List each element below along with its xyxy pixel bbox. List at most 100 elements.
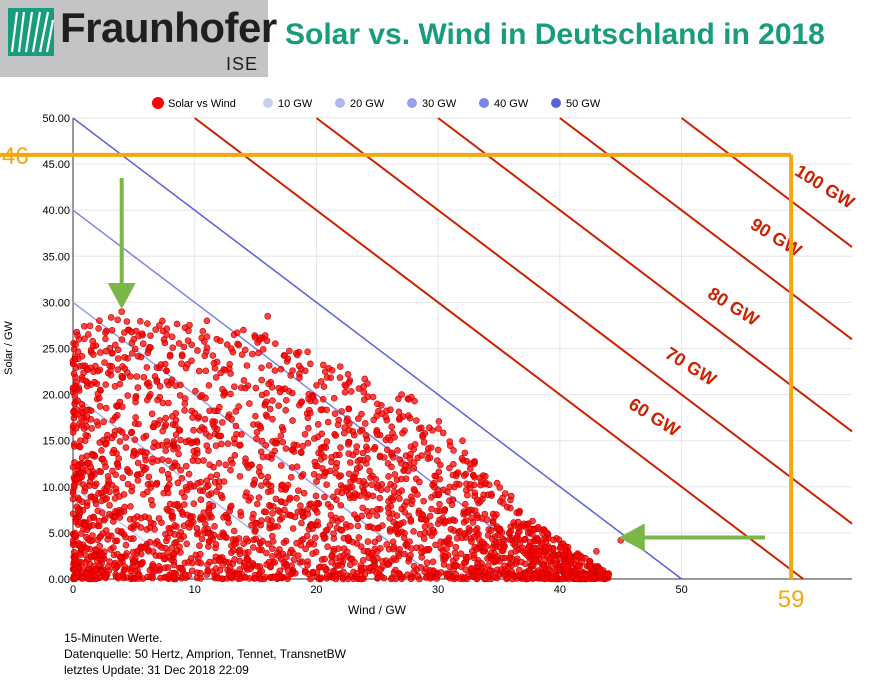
scatter-point xyxy=(430,567,437,575)
scatter-point xyxy=(437,538,445,545)
scatter-point xyxy=(118,428,126,436)
scatter-point xyxy=(95,325,102,332)
scatter-point xyxy=(383,446,391,454)
scatter-point xyxy=(489,544,497,551)
scatter-point xyxy=(356,464,364,471)
scatter-point xyxy=(217,491,225,499)
scatter-point xyxy=(364,538,372,545)
scatter-point xyxy=(127,535,135,543)
scatter-point xyxy=(529,530,536,538)
scatter-point xyxy=(198,535,206,543)
scatter-point xyxy=(461,449,469,457)
scatter-point xyxy=(258,364,265,372)
scatter-point xyxy=(237,441,244,449)
scatter-point xyxy=(373,548,381,555)
scatter-point xyxy=(321,555,328,563)
scatter-point xyxy=(116,438,124,445)
scatter-point xyxy=(420,439,428,446)
scatter-point xyxy=(351,511,358,518)
scatter-point xyxy=(201,338,208,345)
scatter-point xyxy=(71,392,79,399)
scatter-point xyxy=(137,318,144,325)
scatter-point xyxy=(396,545,403,553)
scatter-point xyxy=(345,470,353,478)
scatter-point xyxy=(399,413,407,421)
scatter-point xyxy=(128,487,135,495)
scatter-point xyxy=(440,486,447,494)
scatter-point xyxy=(251,528,259,535)
scatter-point xyxy=(185,470,193,478)
scatter-point xyxy=(421,529,429,537)
scatter-point xyxy=(413,544,420,552)
scatter-point xyxy=(376,494,384,502)
scatter-point xyxy=(279,426,287,434)
scatter-point xyxy=(229,460,236,467)
scatter-point xyxy=(297,448,305,456)
scatter-point xyxy=(401,529,408,537)
chart-title: Solar vs. Wind in Deutschland in 2018 xyxy=(285,18,825,51)
scatter-point xyxy=(382,413,389,421)
scatter-point xyxy=(504,574,511,582)
scatter-point xyxy=(514,518,522,526)
scatter-point xyxy=(383,486,391,493)
scatter-point xyxy=(271,447,278,455)
scatter-point xyxy=(250,575,258,582)
scatter-point xyxy=(88,425,95,432)
scatter-point xyxy=(153,378,161,385)
scatter-point xyxy=(302,545,309,553)
scatter-point xyxy=(141,513,149,521)
scatter-point xyxy=(426,572,433,579)
scatter-point xyxy=(255,546,263,553)
scatter-point xyxy=(240,377,248,384)
scatter-point xyxy=(90,514,98,521)
scatter-point xyxy=(496,557,503,565)
scatter-point xyxy=(203,477,211,485)
scatter-point xyxy=(94,390,102,398)
scatter-point xyxy=(85,575,93,583)
scatter-point xyxy=(131,436,139,444)
scatter-point xyxy=(173,462,181,470)
scatter-point xyxy=(183,486,191,494)
scatter-point xyxy=(506,529,513,537)
scatter-point xyxy=(566,553,573,561)
scatter-point xyxy=(317,406,325,414)
footer-notes: 15-Minuten Werte. Datenquelle: 50 Hertz,… xyxy=(64,630,346,678)
scatter-point xyxy=(69,428,77,436)
x-tick-label: 10 xyxy=(189,584,201,596)
scatter-point xyxy=(407,551,414,559)
scatter-point xyxy=(271,439,279,447)
scatter-point xyxy=(361,489,368,496)
scatter-point xyxy=(244,556,251,563)
scatter-point xyxy=(425,545,433,553)
scatter-point xyxy=(474,514,481,521)
scatter-point xyxy=(407,516,415,524)
y-tick-label: 0.00 xyxy=(49,574,70,586)
scatter-point xyxy=(82,377,90,385)
y-axis-label: Solar / GW xyxy=(3,320,15,374)
scatter-point xyxy=(425,424,433,432)
scatter-point xyxy=(120,491,128,498)
scatter-point xyxy=(132,394,139,402)
scatter-point xyxy=(344,370,352,378)
scatter-point xyxy=(131,345,139,353)
scatter-point xyxy=(449,471,457,479)
scatter-point xyxy=(323,406,330,414)
scatter-point xyxy=(259,537,266,545)
scatter-point xyxy=(590,573,598,581)
scatter-point xyxy=(423,559,431,566)
scatter-point xyxy=(232,422,240,430)
scatter-point xyxy=(414,454,422,462)
scatter-point xyxy=(388,423,395,431)
scatter-point xyxy=(411,441,419,448)
scatter-point xyxy=(83,413,91,420)
scatter-point xyxy=(365,512,373,520)
scatter-point xyxy=(194,559,202,566)
scatter-point xyxy=(506,536,513,543)
solar-peak-arrow-head xyxy=(107,283,136,310)
scatter-point xyxy=(147,332,154,339)
scatter-point xyxy=(91,482,99,490)
scatter-point xyxy=(231,556,238,563)
scatter-point xyxy=(228,415,235,423)
scatter-point xyxy=(289,549,297,557)
scatter-point xyxy=(126,516,134,523)
